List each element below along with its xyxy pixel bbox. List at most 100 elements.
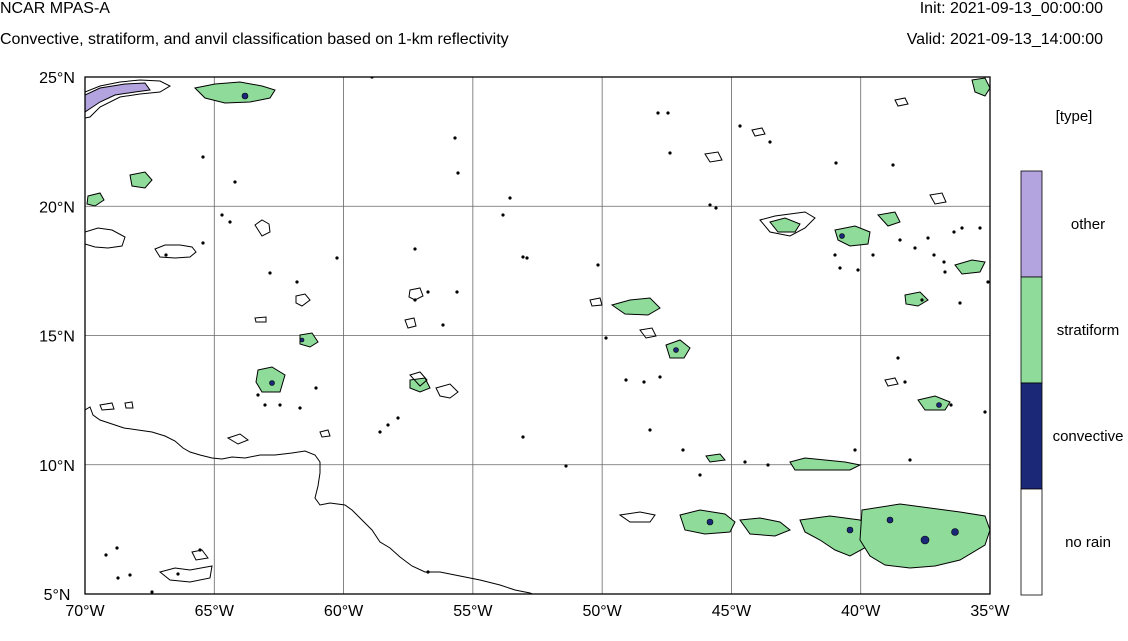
echo-dot (834, 161, 838, 165)
echo-dot (913, 246, 917, 250)
echo-dot (278, 403, 282, 407)
echo-dot (648, 428, 652, 432)
echo-dot (295, 280, 299, 284)
echo-dot (853, 448, 857, 452)
echo-dot (456, 171, 460, 175)
echo-dot (942, 260, 946, 264)
echo-dot (920, 298, 924, 302)
echo-dot (220, 213, 224, 217)
echo-dot (738, 124, 742, 128)
lat-tick-label: 20°N (39, 199, 75, 216)
plot-description: Convective, stratiform, and anvil classi… (0, 31, 509, 48)
echo-dot (624, 378, 628, 382)
echo-dot (871, 253, 875, 257)
echo-dot (658, 375, 662, 379)
echo-dot (768, 140, 772, 144)
echo-dot (426, 570, 430, 574)
coastline-island (254, 219, 271, 237)
lon-tick-label: 50°W (582, 603, 622, 620)
latitude-axis: 5°N 10°N 15°N 20°N 25°N (39, 70, 75, 604)
other-region (85, 82, 151, 113)
echo-dot (455, 290, 459, 294)
echo-dot (960, 226, 964, 230)
legend-swatch (1020, 382, 1043, 490)
echo-dot (856, 268, 860, 272)
echo-dot (256, 393, 260, 397)
echo-dot (150, 590, 154, 594)
echo-dot (604, 336, 608, 340)
echo-dot (903, 380, 907, 384)
echo-dot (714, 206, 718, 210)
echo-dot (926, 236, 930, 240)
echo-dot (268, 271, 272, 275)
echo-dot (949, 403, 953, 407)
echo-dot (441, 323, 445, 327)
lat-tick-label: 15°N (39, 329, 75, 346)
lon-tick-label: 70°W (65, 603, 105, 620)
echo-dot (708, 203, 712, 207)
echo-dot (952, 230, 956, 234)
echo-dot (508, 196, 512, 200)
lon-tick-label: 60°W (324, 603, 364, 620)
scattered-echo-dots (104, 77, 990, 594)
legend-swatch (1020, 276, 1043, 384)
legend-label: no rain (1065, 534, 1111, 551)
echo-dot (766, 463, 770, 467)
valid-time: Valid: 2021-09-13_14:00:00 (906, 31, 1103, 48)
echo-dot (891, 163, 895, 167)
echo-dot (908, 458, 912, 462)
echo-dot (743, 460, 747, 464)
echo-dot (564, 464, 568, 468)
longitude-axis: 70°W 65°W 60°W 55°W 50°W 45°W 40°W 35°W (65, 603, 1010, 620)
echo-dot (413, 247, 417, 251)
light-echo-outlines (99, 97, 947, 583)
echo-dot (656, 111, 660, 115)
legend-swatch (1020, 488, 1043, 596)
echo-dot (986, 280, 990, 284)
echo-dot (943, 270, 947, 274)
echo-dot (898, 238, 902, 242)
init-time: Init: 2021-09-13_00:00:00 (919, 0, 1103, 17)
echo-dot (128, 573, 132, 577)
echo-dot (228, 220, 232, 224)
convective-cores (241, 92, 959, 545)
echo-dot (314, 386, 318, 390)
echo-dot (201, 155, 205, 159)
echo-dot (115, 546, 119, 550)
echo-dot (198, 548, 202, 552)
echo-dot (426, 290, 430, 294)
echo-dot (378, 430, 382, 434)
echo-dot (896, 356, 900, 360)
legend-title: [type] (1056, 108, 1093, 125)
lon-tick-label: 45°W (712, 603, 752, 620)
echo-dot (233, 180, 237, 184)
echo-dot (164, 253, 168, 257)
echo-dot (838, 266, 842, 270)
echo-dot (958, 301, 962, 305)
echo-dot (932, 253, 936, 257)
legend-swatch (1020, 170, 1043, 278)
lat-tick-label: 25°N (39, 70, 75, 87)
map-frame (84, 76, 991, 595)
lon-tick-label: 35°W (970, 603, 1010, 620)
legend-label: other (1071, 216, 1105, 233)
echo-dot (666, 111, 670, 115)
echo-dot (642, 380, 646, 384)
echo-dot (116, 576, 120, 580)
echo-dot (681, 448, 685, 452)
echo-dot (833, 253, 837, 257)
legend-label: stratiform (1057, 322, 1120, 339)
echo-dot (983, 410, 987, 414)
lon-tick-label: 65°W (195, 603, 235, 620)
echo-dot (176, 572, 180, 576)
coastline-island (154, 244, 197, 259)
coastline-island (85, 79, 172, 119)
echo-dot (335, 256, 339, 260)
coastline-south-america (85, 406, 534, 594)
coastline-island (85, 227, 126, 249)
echo-dot (698, 473, 702, 477)
echo-dot (386, 423, 390, 427)
echo-dot (453, 136, 457, 140)
echo-dot (668, 151, 672, 155)
